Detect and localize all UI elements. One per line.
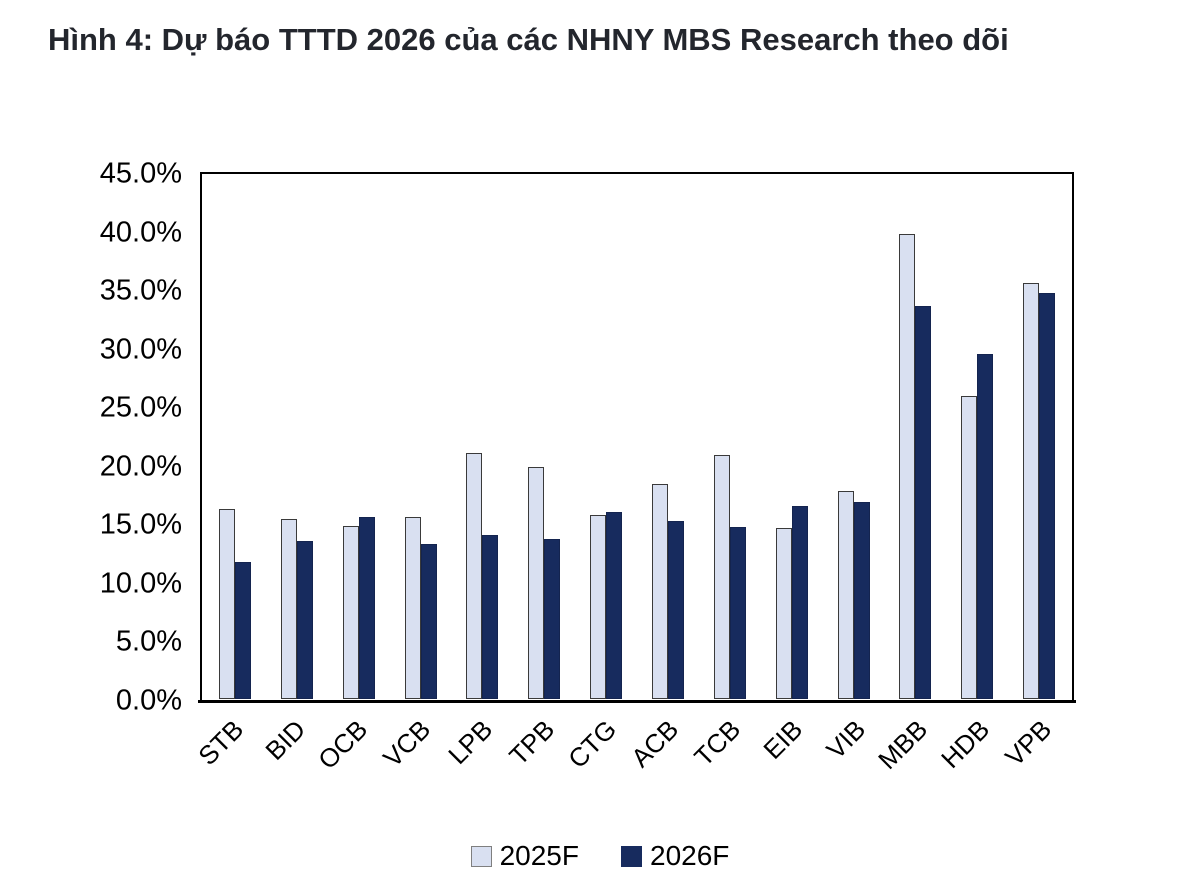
bar-hdb-2025f [961, 395, 978, 699]
bar-group-lpb [451, 176, 513, 699]
bar-vcb-2026f [420, 544, 437, 699]
legend-swatch-2025f [470, 845, 492, 867]
bar-vpb-2026f [1039, 292, 1056, 699]
y-tick-label: 35.0% [99, 274, 182, 307]
bar-group-mbb [884, 176, 946, 699]
bar-group-acb [637, 176, 699, 699]
bar-ocb-2026f [358, 517, 375, 699]
bar-stb-2025f [218, 509, 235, 699]
bar-group-vcb [390, 176, 452, 699]
bar-hdb-2026f [977, 353, 994, 699]
y-tick-label: 15.0% [99, 508, 182, 541]
chart-title: Hình 4: Dự báo TTTD 2026 của các NHNY MB… [48, 22, 1009, 57]
bar-group-tcb [699, 176, 761, 699]
y-tick-label: 5.0% [115, 625, 182, 658]
y-tick-label: 25.0% [99, 391, 182, 424]
y-tick-label: 45.0% [99, 157, 182, 190]
bar-vpb-2025f [1023, 283, 1040, 699]
bar-acb-2025f [651, 483, 668, 699]
legend-item-2025f: 2025F [470, 840, 579, 872]
bar-ctg-2026f [606, 511, 623, 699]
bar-acb-2026f [667, 521, 684, 699]
bar-mbb-2026f [915, 305, 932, 699]
bars-area [204, 176, 1070, 699]
bar-group-tpb [513, 176, 575, 699]
bar-group-bid [266, 176, 328, 699]
bar-lpb-2025f [466, 453, 483, 699]
y-tick-label: 0.0% [115, 684, 182, 717]
bar-ocb-2025f [342, 525, 359, 699]
bar-bid-2026f [296, 540, 313, 699]
chart-legend: 2025F 2026F [0, 840, 1200, 872]
bar-tpb-2026f [544, 538, 561, 699]
plot-area [200, 172, 1074, 703]
y-tick-label: 10.0% [99, 567, 182, 600]
bar-group-eib [761, 176, 823, 699]
bar-group-hdb [946, 176, 1008, 699]
bar-group-ctg [575, 176, 637, 699]
y-tick-label: 30.0% [99, 333, 182, 366]
bar-mbb-2025f [899, 234, 916, 699]
bar-eib-2025f [775, 528, 792, 699]
bar-vib-2025f [837, 490, 854, 699]
y-tick-label: 20.0% [99, 450, 182, 483]
bar-vcb-2025f [404, 517, 421, 699]
legend-label-2025f: 2025F [499, 840, 579, 871]
bar-bid-2025f [280, 518, 297, 699]
y-tick-label: 40.0% [99, 216, 182, 249]
bar-group-stb [204, 176, 266, 699]
bar-tcb-2026f [729, 526, 746, 699]
x-axis-line [198, 700, 1076, 703]
bar-vib-2026f [853, 502, 870, 699]
bar-group-vpb [1008, 176, 1070, 699]
bar-tpb-2025f [528, 467, 545, 699]
bar-tcb-2025f [713, 455, 730, 699]
bar-lpb-2026f [482, 535, 499, 699]
legend-label-2026f: 2026F [650, 840, 730, 871]
bar-group-vib [823, 176, 885, 699]
legend-item-2026f: 2026F [621, 840, 729, 872]
legend-swatch-2026f [621, 845, 642, 867]
bar-ctg-2025f [590, 515, 607, 699]
bar-stb-2026f [234, 561, 251, 699]
bar-group-ocb [328, 176, 390, 699]
bar-eib-2026f [791, 505, 808, 699]
